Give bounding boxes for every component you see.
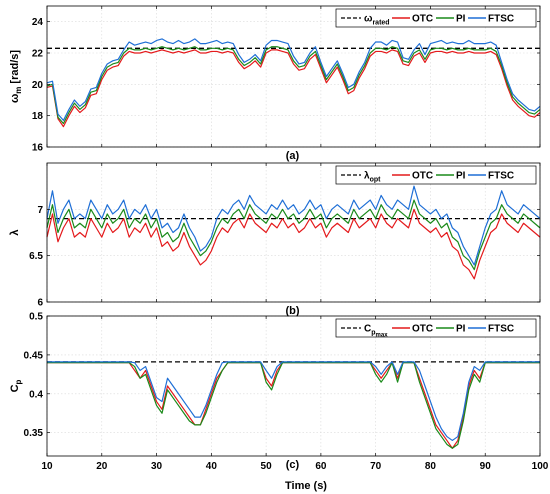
y-tick-label: 6 [37,298,43,309]
x-tick-label: 100 [532,461,549,472]
x-axis-label: Time (s) [285,480,327,492]
axes-frame [46,5,541,148]
y-tick-label: 18 [32,111,44,122]
y-tick-label: 6.5 [29,251,43,262]
x-tick-label: 50 [261,461,273,472]
y-tick-label: 0.5 [29,312,43,323]
panel-2: 6 6.5 7 λ (b) λopt OTC PI FTSC [9,162,541,317]
series-line-otc [46,49,541,128]
axes-frame [46,162,541,303]
legend-label-ftsc: FTSC [488,171,514,182]
x-tick-label: 30 [151,461,163,472]
legend-label-otc: OTC [412,324,433,335]
x-tick-label: 10 [41,461,53,472]
y-axis-label: ωm [rad/s] [9,50,23,103]
panel-label: (a) [286,150,300,162]
y-tick-label: 0.4 [29,389,43,400]
legend-label-pi: PI [456,171,466,182]
grid [46,315,541,456]
legend: ωrated OTC PI FTSC [335,8,537,28]
series-line-ftsc [47,361,540,442]
legend-label-ftsc: FTSC [488,14,514,25]
legend-label-ftsc: FTSC [488,324,514,335]
series-line-ftsc [46,185,541,266]
legend-label-pi: PI [456,14,466,25]
legend-label-pi: PI [456,324,466,335]
legend-label-reference: ωrated [364,14,390,27]
y-tick-label: 0.35 [24,428,44,439]
series-line-pi [47,362,540,449]
axes-frame [46,315,541,457]
x-tick-label: 20 [96,461,108,472]
panel-1: 16 18 20 22 24 ωm [rad/s] (a) ωrated OTC PI FTSC [9,5,541,162]
panel-3: 10 20 30 40 50 60 70 80 90 100 0.35 0.4 0.45 0.5 Cp (c)… [9,312,549,473]
x-tick-label: 80 [425,461,437,472]
legend-label-otc: OTC [412,171,433,182]
y-axis-label: λ [9,229,21,235]
x-tick-label: 60 [315,461,327,472]
x-tick-label: 70 [370,461,382,472]
series-line-otc [46,208,541,280]
series-line-pi [46,199,541,271]
legend-label-reference: λopt [364,171,381,184]
panel-label: (b) [285,305,299,317]
series-line-ftsc [46,38,541,121]
x-tick-label: 90 [480,461,492,472]
legend: λopt OTC PI FTSC [335,165,537,185]
legend: Cpmax OTC PI FTSC [335,318,537,339]
y-tick-label: 16 [32,143,44,154]
legend-label-reference: Cpmax [364,324,388,339]
panel-label: (c) [286,459,300,471]
y-tick-label: 22 [32,49,44,60]
legend-label-otc: OTC [412,14,433,25]
y-tick-label: 7 [37,205,43,216]
y-tick-label: 24 [32,17,44,28]
y-tick-label: 20 [32,80,44,91]
series-line-pi [46,46,541,125]
y-axis-label: Cp [9,379,23,392]
x-tick-label: 40 [206,461,218,472]
y-tick-label: 0.45 [24,350,44,361]
